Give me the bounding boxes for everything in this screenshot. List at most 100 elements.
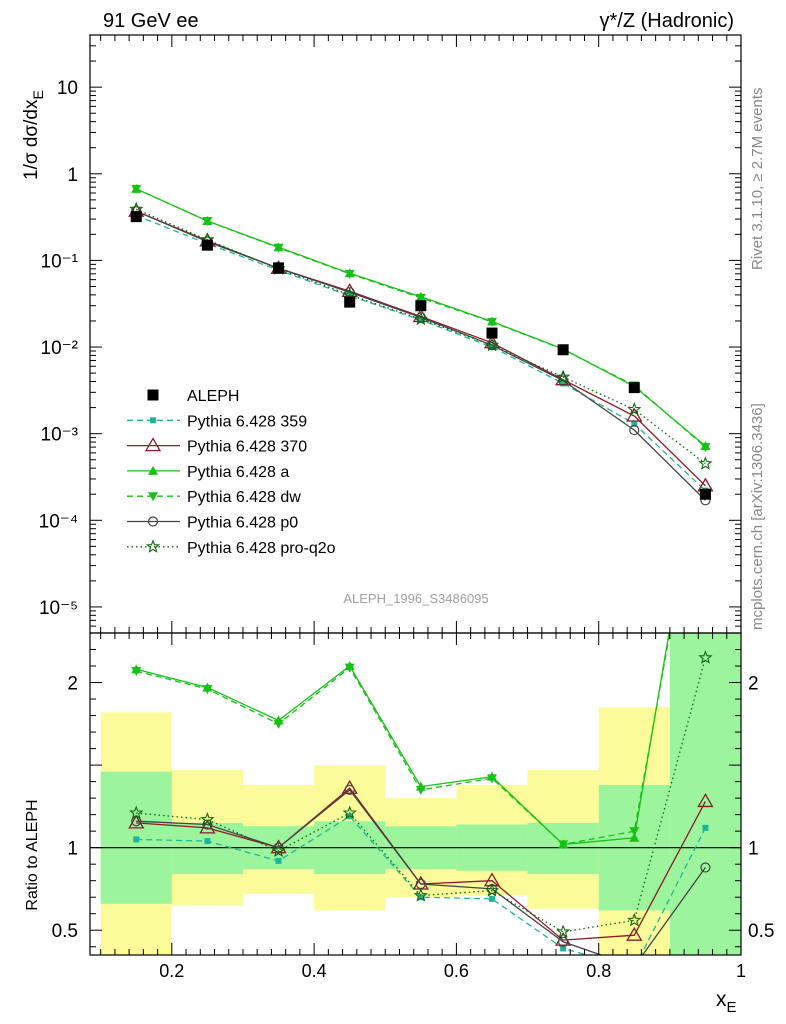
legend-marker-pythia-6-428-370 [144, 437, 162, 452]
ratio-point-pythia-6-428-a [202, 682, 213, 692]
analysis-id: ALEPH_1996_S3486095 [343, 591, 488, 606]
point-pythia-6-428-a [344, 268, 355, 278]
point-pythia-6-428-pro-q2o [413, 311, 428, 326]
ratio-point-pythia-6-428-pro-q2o [342, 805, 357, 819]
legend: ALEPH Pythia 6.428 359 Pythia 6.428 370 Pyt… [127, 388, 336, 557]
ratio-point-pythia-6-428-pro-q2o [413, 888, 428, 902]
ratio-point-pythia-6-428-359 [275, 857, 282, 864]
ratio-point-pythia-6-428-p0 [630, 962, 639, 971]
legend-label-pythia-6-428-a: Pythia 6.428 a [187, 464, 289, 481]
rivet-label: Rivet 3.1.10, ≥ 2.7M events [749, 88, 766, 271]
ratio-point-pythia-6-428-a [415, 781, 426, 791]
point-pythia-6-428-pro-q2o [698, 456, 713, 470]
ratio-point-pythia-6-428-p0 [273, 842, 284, 853]
ratio-point-pythia-6-428-359 [346, 813, 353, 820]
ratio-point-pythia-6-428-pro-q2o [271, 843, 286, 858]
ratio-point-pythia-6-428-pro-q2o [627, 912, 642, 927]
legend-label-pythia-6-428-pro-q2o: Pythia 6.428 pro-q2o [187, 540, 336, 557]
ratio-point-pythia-6-428-a [629, 832, 640, 842]
legend-marker-pythia-6-428-dw [148, 492, 158, 502]
legend-marker-pythia-6-428-p0 [147, 516, 159, 527]
y-tick-label: 10⁻² [41, 338, 79, 359]
ratio-point-pythia-6-428-359 [133, 836, 140, 843]
axis-ticks: 0.2 0.4 0.6 0.8 1 10 1 10⁻¹ 10⁻² 10⁻³ 10⁻⁴ 10⁻⁵ 0.5 0… [39, 34, 774, 981]
ratio-line-pythia-6-428-p0 [136, 788, 706, 955]
point-pythia-6-428-pro-q2o [484, 337, 500, 352]
ratio-y-tick-label-right: 0.5 [748, 921, 774, 942]
main-series [128, 183, 714, 506]
ratio-line-pythia-6-428-pro-q2o [136, 657, 707, 933]
point-pythia-6-428-359 [560, 380, 567, 387]
main-y-axis-label: 1/σ dσ/dxE [21, 90, 46, 180]
legend-label-pythia-6-428-370: Pythia 6.428 370 [187, 439, 307, 456]
ratio-point-pythia-6-428-359 [702, 824, 709, 831]
aleph-point [699, 488, 711, 500]
point-pythia-6-428-359 [631, 420, 638, 427]
point-pythia-6-428-a [202, 216, 213, 226]
ratio-y-tick-label: 2 [67, 674, 78, 695]
point-pythia-6-428-a [131, 183, 142, 193]
point-pythia-6-428-a [700, 441, 711, 451]
aleph-point [130, 211, 142, 223]
y-tick-label: 10⁻¹ [41, 251, 79, 272]
x-tick-label: 0.6 [444, 961, 469, 981]
ratio-point-pythia-6-428-dw [629, 827, 640, 837]
ratio-point-pythia-6-428-pro-q2o [698, 650, 713, 664]
ratio-point-pythia-6-428-a [700, 413, 710, 422]
legend-label-pythia-6-428-359: Pythia 6.428 359 [187, 413, 307, 430]
ratio-point-pythia-6-428-359 [204, 838, 211, 845]
plot-frames [89, 34, 742, 956]
ratio-point-pythia-6-428-p0 [202, 819, 213, 830]
x-tick-label: 0.2 [159, 961, 184, 981]
series-line-pythia-6-428-p0 [135, 210, 706, 501]
ratio-point-pythia-6-428-pro-q2o [484, 883, 500, 897]
ratio-y-tick-label: 1 [67, 839, 78, 860]
ratio-point-pythia-6-428-pro-q2o [555, 924, 571, 938]
y-tick-label: 10⁻⁴ [39, 511, 78, 532]
ratio-point-pythia-6-428-p0 [700, 862, 711, 873]
mcplots-label: mcplots.cern.ch [arXiv:1306.3436] [749, 403, 766, 630]
ratio-point-pythia-6-428-pro-q2o [129, 805, 144, 820]
ratio-point-pythia-6-428-p0 [131, 816, 142, 827]
y-tick-label: 10⁻³ [41, 425, 79, 446]
ratio-series [128, 413, 714, 971]
point-pythia-6-428-pro-q2o [627, 401, 642, 416]
point-pythia-6-428-359 [417, 317, 424, 324]
ratio-point-pythia-6-428-370 [626, 926, 643, 941]
ratio-point-pythia-6-428-359 [631, 965, 637, 971]
point-pythia-6-428-p0 [558, 375, 569, 386]
ratio-point-pythia-6-428-a [486, 771, 497, 781]
ratio-y-tick-label: 0.5 [52, 921, 78, 942]
ratio-point-pythia-6-428-a [131, 664, 142, 674]
point-pythia-6-428-359 [488, 344, 495, 351]
point-pythia-6-428-a [486, 316, 497, 326]
legend-marker-pythia-6-428-a [148, 465, 158, 475]
ratio-point-pythia-6-428-pro-q2o [200, 812, 215, 826]
x-tick-label: 0.4 [302, 961, 327, 981]
aleph-data-points [130, 211, 711, 500]
point-pythia-6-428-pro-q2o [555, 369, 571, 384]
legend-marker-aleph [147, 389, 159, 401]
y-tick-label: 10 [57, 78, 78, 99]
ratio-point-pythia-6-428-359 [560, 945, 567, 952]
ratio-y-axis-label: Ratio to ALEPH [24, 799, 41, 910]
aleph-point [486, 327, 498, 339]
aleph-point [415, 300, 427, 312]
point-pythia-6-428-a [273, 242, 284, 252]
x-tick-label: 1 [736, 961, 746, 981]
ratio-point-pythia-6-428-a [273, 715, 284, 725]
y-tick-label: 1 [67, 165, 78, 186]
ratio-point-pythia-6-428-dw [700, 431, 710, 440]
aleph-point [557, 344, 569, 356]
ratio-y-tick-label-right: 1 [748, 839, 759, 860]
legend-marker-pythia-6-428-359 [150, 417, 156, 424]
point-pythia-6-428-p0 [629, 424, 640, 436]
x-axis-label: xE [716, 988, 737, 1016]
aleph-point [201, 239, 213, 251]
ratio-point-pythia-6-428-a [558, 839, 569, 849]
legend-label-aleph: ALEPH [187, 388, 239, 405]
legend-label-pythia-6-428-p0: Pythia 6.428 p0 [187, 515, 298, 532]
header-right: γ*/Z (Hadronic) [600, 10, 734, 32]
ratio-frame [89, 632, 742, 956]
